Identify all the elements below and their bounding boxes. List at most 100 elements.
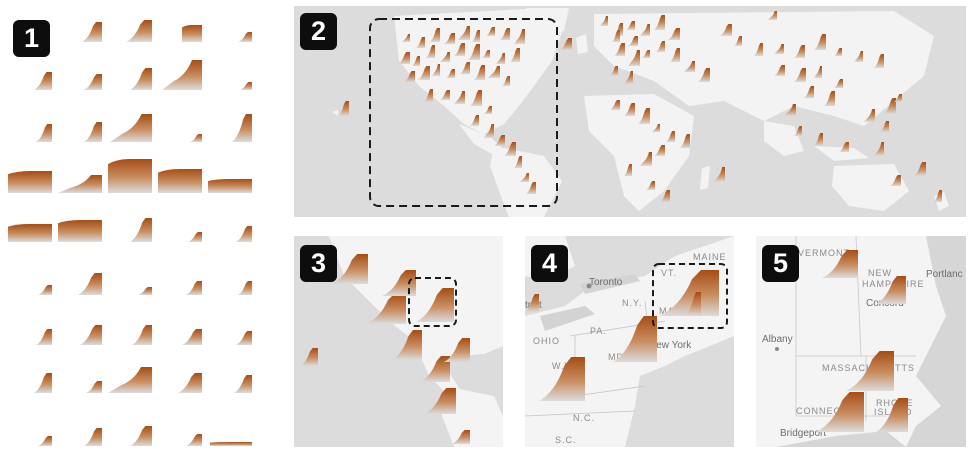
time-series-glyph: [186, 281, 202, 295]
time-series-glyph: [468, 44, 480, 60]
label-portland: Portlanc: [926, 269, 963, 280]
time-series-glyph: [418, 66, 430, 80]
time-series-glyph: [500, 28, 510, 40]
label-new-york: New York: [649, 340, 692, 351]
time-series-glyph: [624, 71, 633, 84]
label-bridgeport: Bridgeport: [780, 428, 826, 439]
time-series-glyph: [190, 134, 202, 142]
time-series-glyph: [659, 270, 719, 316]
time-series-glyph: [814, 34, 826, 50]
label-nc: N.C.: [573, 413, 595, 423]
time-series-glyph: [458, 26, 470, 40]
selection-box-americas[interactable]: [369, 18, 558, 207]
time-series-glyph: [816, 392, 864, 432]
time-series-glyph: [178, 373, 202, 393]
time-series-glyph: [424, 89, 433, 102]
time-series-glyph: [864, 109, 875, 122]
time-series-glyph: [58, 220, 102, 242]
time-series-glyph: [430, 28, 440, 42]
time-series-glyph: [238, 32, 252, 42]
label-new-hampshire-1: NEW: [868, 268, 892, 278]
time-series-glyph: [668, 28, 680, 40]
time-series-glyph: [416, 288, 454, 322]
time-series-glyph: [234, 375, 252, 393]
time-series-glyph: [460, 62, 470, 74]
time-series-glyph: [472, 30, 480, 42]
time-series-glyph: [130, 68, 152, 90]
time-series-glyph: [210, 442, 252, 446]
panel-3-americas-zoom: 3: [294, 236, 503, 447]
time-series-glyph: [404, 71, 415, 82]
world-map: [332, 8, 949, 217]
time-series-glyph: [646, 181, 655, 190]
time-series-glyph: [654, 145, 665, 156]
label-albany: Albany: [762, 334, 793, 345]
time-series-glyph: [440, 52, 450, 62]
panel-2-world-map: 2: [294, 6, 966, 217]
time-series-glyph: [656, 41, 665, 52]
time-series-glyph: [424, 388, 456, 414]
time-series-glyph: [416, 37, 425, 48]
time-series-glyph: [734, 36, 742, 46]
label-rhode-1: RHODE: [876, 398, 914, 408]
time-series-glyph: [452, 430, 470, 444]
albany-dot: [775, 347, 779, 351]
label-vt: VT.: [661, 268, 677, 278]
time-series-glyph: [614, 43, 625, 56]
time-series-glyph: [454, 91, 465, 104]
time-series-glyph: [628, 50, 640, 66]
time-series-glyph: [794, 45, 805, 58]
time-series-glyph: [642, 50, 650, 58]
time-series-glyph: [685, 292, 701, 316]
time-series-glyph: [182, 25, 202, 42]
label-ohio: OHIO: [533, 336, 560, 346]
time-series-glyph: [132, 325, 152, 345]
time-series-glyph: [610, 66, 618, 76]
time-series-glyph: [560, 38, 572, 50]
time-series-glyph: [626, 21, 635, 30]
time-series-glyph: [412, 56, 420, 66]
time-series-glyph: [34, 373, 52, 393]
label-vermont: VERMONT: [798, 248, 850, 258]
time-series-glyph: [834, 48, 842, 56]
time-series-glyph: [332, 254, 368, 284]
time-series-glyph: [110, 114, 152, 142]
time-series-glyph: [130, 426, 152, 446]
time-series-glyph: [444, 33, 455, 44]
time-series-glyph: [824, 91, 835, 106]
time-series-glyph: [876, 276, 906, 304]
time-series-glyph: [488, 66, 500, 78]
time-series-glyph: [539, 357, 585, 401]
time-series-glyph: [510, 48, 520, 62]
time-series-glyph: [934, 190, 942, 202]
time-series-glyph: [188, 232, 202, 242]
time-series-glyph: [496, 53, 505, 64]
selection-box-new-england[interactable]: [652, 263, 728, 329]
time-series-glyph: [38, 285, 52, 295]
time-series-glyph: [768, 11, 777, 20]
panel-4-northeast-map: 4 MAINE VT. Toronto N.Y. PA. OHIO MD New…: [525, 236, 734, 447]
selection-box-northeast[interactable]: [408, 277, 457, 327]
label-maine: MAINE: [693, 252, 727, 262]
time-series-glyph: [182, 329, 202, 345]
time-series-glyph: [432, 64, 440, 76]
time-series-glyph: [854, 51, 863, 62]
time-series-glyph: [446, 69, 455, 78]
time-series-glyph: [186, 434, 202, 446]
time-series-glyph: [666, 131, 675, 142]
time-series-glyph: [890, 175, 901, 186]
label-toronto: Toronto: [589, 277, 623, 288]
time-series-glyph: [84, 74, 102, 90]
time-series-glyph: [474, 65, 485, 80]
time-series-glyph: [914, 162, 926, 176]
time-series-glyph: [398, 52, 410, 64]
time-series-glyph: [774, 65, 785, 76]
time-series-glyph: [520, 173, 529, 182]
time-series-glyph: [846, 351, 894, 391]
time-series-glyph: [874, 142, 884, 156]
time-series-glyph: [880, 121, 889, 132]
time-series-glyph: [640, 152, 652, 166]
time-series-glyph: [514, 156, 522, 168]
time-series-glyph: [236, 226, 252, 242]
time-series-glyph: [640, 24, 650, 36]
